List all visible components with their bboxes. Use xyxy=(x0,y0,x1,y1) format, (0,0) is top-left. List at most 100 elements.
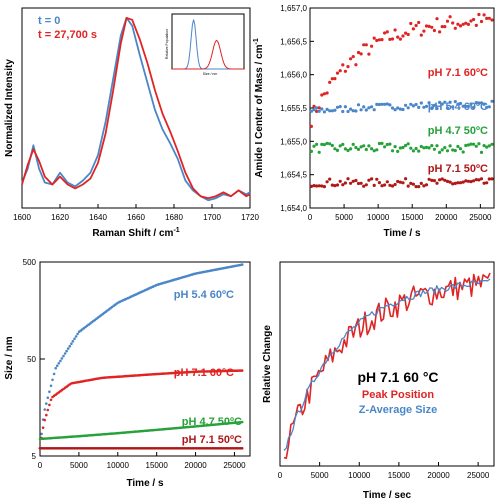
size-x-tick-label: 15000 xyxy=(146,461,169,470)
amide-point-2 xyxy=(377,141,381,146)
amide-point-3 xyxy=(341,183,345,187)
amide-point-3 xyxy=(380,184,384,188)
amide-point-3 xyxy=(346,177,350,181)
amide-point-1 xyxy=(406,106,410,110)
amide-point-2 xyxy=(453,148,457,153)
amide-point-0 xyxy=(464,21,468,25)
amide-point-0 xyxy=(390,37,395,41)
amide-point-0 xyxy=(458,24,463,28)
amide-point-1 xyxy=(448,100,452,104)
amide-point-3 xyxy=(338,179,342,183)
amide-point-1 xyxy=(409,102,413,106)
relative-ylabel: Relative Change xyxy=(262,325,273,403)
amide-point-1 xyxy=(367,106,371,110)
panel-spectra: 1600 1620 1640 1660 1680 1700 1720 Raman Shift… xyxy=(4,7,259,239)
amide-point-3 xyxy=(432,179,436,183)
amide-point-1 xyxy=(458,101,463,106)
amide-point-1 xyxy=(453,100,457,104)
amide-point-3 xyxy=(312,184,316,188)
amide-point-0 xyxy=(325,91,329,95)
amide-point-0 xyxy=(411,27,415,31)
amide-point-1 xyxy=(414,102,418,107)
amide-point-2 xyxy=(346,148,350,153)
amide-point-3 xyxy=(409,181,413,185)
amide-point-1 xyxy=(380,102,384,106)
amide-point-2 xyxy=(472,142,476,146)
amide-point-0 xyxy=(479,19,484,24)
amide-point-1 xyxy=(372,108,376,112)
legend-t27700: t = 27,700 s xyxy=(38,29,97,41)
panel-amide: 0 5000 10000 15000 20000 25000 1,654,0 1,654,5 1… xyxy=(253,4,495,239)
amide-point-1 xyxy=(338,105,342,109)
amide-point-0 xyxy=(445,19,450,23)
size-xlabel: Time / s xyxy=(126,478,163,489)
amide-x-tick-label: 10000 xyxy=(367,213,390,222)
amide-point-2 xyxy=(406,142,410,146)
spectra-x-tick-label: 1700 xyxy=(203,213,221,222)
size-y-tick-label: 50 xyxy=(27,355,36,364)
amide-point-0 xyxy=(409,21,413,26)
size-point-0 xyxy=(51,378,54,382)
amide-point-0 xyxy=(404,31,408,35)
amide-point-1 xyxy=(354,109,358,113)
amide-point-2 xyxy=(440,148,444,152)
amide-point-2 xyxy=(375,148,379,152)
spectrum-line-1 xyxy=(21,17,251,200)
amide-point-2 xyxy=(456,144,460,149)
spectra-x-tick-label: 1620 xyxy=(51,213,69,222)
panel-size: 0 5000 10000 15000 20000 25000 5 50 500 Time / s… xyxy=(4,258,251,489)
amide-point-1 xyxy=(315,106,319,110)
size-label-ph47-50: pH 4.7 50ºC xyxy=(182,416,242,428)
amide-point-2 xyxy=(338,144,342,148)
amide-point-2 xyxy=(317,150,321,154)
amide-point-3 xyxy=(325,180,329,184)
amide-point-1 xyxy=(419,101,423,105)
amide-point-2 xyxy=(380,141,384,145)
amide-point-2 xyxy=(349,147,353,151)
amide-point-0 xyxy=(414,23,418,28)
amide-point-0 xyxy=(466,22,470,26)
amide-point-2 xyxy=(333,147,337,151)
amide-point-3 xyxy=(367,178,371,182)
amide-y-tick-label: 1,655,5 xyxy=(280,104,307,113)
amide-point-2 xyxy=(419,144,423,149)
amide-point-3 xyxy=(482,181,486,185)
amide-point-3 xyxy=(485,181,489,185)
amide-point-0 xyxy=(309,124,313,128)
amide-point-2 xyxy=(466,143,470,147)
amide-point-1 xyxy=(396,106,400,110)
panel-relative-change: 0 5000 10000 15000 20000 25000 Time / sec Rel… xyxy=(262,261,495,501)
amide-point-3 xyxy=(424,183,429,187)
amide-point-3 xyxy=(377,181,381,185)
amide-point-2 xyxy=(435,144,439,148)
amide-point-1 xyxy=(309,109,313,113)
size-label-ph71-50: pH 7.1 50ºC xyxy=(182,434,242,446)
amide-point-1 xyxy=(390,106,395,110)
amide-point-1 xyxy=(417,105,421,109)
amide-point-3 xyxy=(362,184,366,188)
size-point-0 xyxy=(59,359,62,363)
inset-series xyxy=(172,19,244,70)
amide-point-3 xyxy=(474,178,478,182)
amide-point-0 xyxy=(396,35,400,39)
relative-ticks: 0 5000 10000 15000 20000 25000 xyxy=(278,462,490,480)
size-point-0 xyxy=(240,263,244,266)
amide-point-0 xyxy=(335,71,340,75)
amide-point-0 xyxy=(372,36,376,40)
amide-point-0 xyxy=(388,37,392,42)
amide-point-1 xyxy=(451,105,455,109)
amide-point-2 xyxy=(385,142,389,147)
amide-point-3 xyxy=(388,183,392,187)
amide-point-1 xyxy=(322,110,326,114)
amide-x-tick-label: 5000 xyxy=(335,213,353,222)
size-point-2 xyxy=(240,420,244,424)
amide-point-2 xyxy=(469,142,473,146)
amide-point-0 xyxy=(417,20,421,25)
amide-point-3 xyxy=(356,181,361,186)
amide-point-1 xyxy=(370,105,374,109)
spectra-x-tick-label: 1720 xyxy=(241,213,259,222)
amide-point-1 xyxy=(346,109,350,114)
amide-point-1 xyxy=(440,102,444,106)
amide-point-1 xyxy=(411,104,415,108)
amide-point-2 xyxy=(351,142,355,146)
